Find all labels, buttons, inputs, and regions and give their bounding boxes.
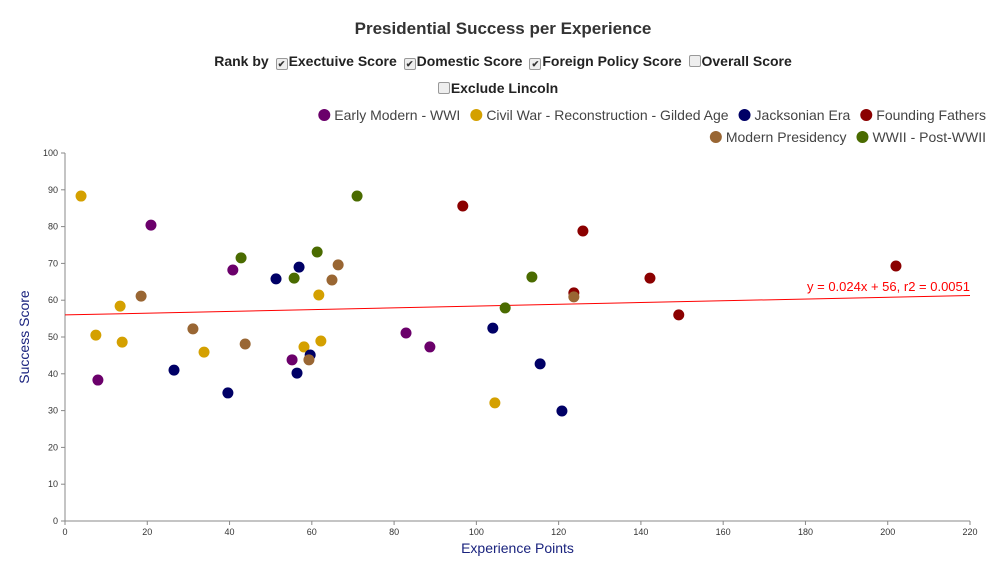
data-point[interactable] bbox=[75, 190, 87, 202]
legend-label: WWII - Post-WWII bbox=[872, 129, 986, 145]
data-point[interactable] bbox=[526, 271, 538, 283]
legend-marker bbox=[856, 131, 869, 143]
data-point[interactable] bbox=[135, 290, 147, 302]
x-tick-label: 60 bbox=[307, 527, 317, 537]
legend-label: Civil War - Reconstruction - Gilded Age bbox=[486, 107, 728, 123]
y-tick-label: 80 bbox=[48, 222, 58, 232]
data-point[interactable] bbox=[298, 341, 310, 353]
checkbox-executive[interactable]: ✔ bbox=[275, 58, 288, 70]
option-domestic[interactable]: ✔ Domestic Score bbox=[401, 53, 522, 70]
data-point[interactable] bbox=[303, 354, 315, 366]
x-tick-label: 200 bbox=[880, 527, 895, 537]
checkbox-exclude-lincoln[interactable] bbox=[437, 82, 450, 94]
trendline-label: y = 0.024x + 56, r2 = 0.0051 bbox=[807, 279, 970, 294]
rank-by-label: Rank by bbox=[214, 53, 269, 69]
data-point[interactable] bbox=[311, 246, 323, 258]
data-point[interactable] bbox=[890, 260, 902, 272]
checkbox-domestic[interactable]: ✔ bbox=[403, 58, 416, 70]
data-point[interactable] bbox=[288, 272, 300, 284]
legend-marker bbox=[470, 109, 483, 121]
data-point[interactable] bbox=[351, 190, 363, 202]
data-point[interactable] bbox=[291, 367, 303, 379]
data-point[interactable] bbox=[457, 200, 469, 212]
data-point[interactable] bbox=[313, 289, 325, 301]
x-tick-label: 140 bbox=[633, 527, 648, 537]
data-point[interactable] bbox=[198, 346, 210, 358]
x-tick-label: 120 bbox=[551, 527, 566, 537]
legend-label: Jacksonian Era bbox=[755, 107, 851, 123]
data-point[interactable] bbox=[534, 358, 546, 370]
data-point[interactable] bbox=[499, 302, 511, 314]
y-tick-label: 20 bbox=[48, 442, 58, 452]
y-tick-label: 40 bbox=[48, 369, 58, 379]
y-tick-label: 70 bbox=[48, 258, 58, 268]
x-tick-label: 160 bbox=[716, 527, 731, 537]
x-axis-label: Experience Points bbox=[461, 540, 574, 556]
data-point[interactable] bbox=[424, 341, 436, 353]
data-point[interactable] bbox=[116, 336, 128, 348]
legend-label: Founding Fathers bbox=[876, 107, 986, 123]
data-point[interactable] bbox=[239, 338, 251, 350]
x-tick-label: 80 bbox=[389, 527, 399, 537]
y-tick-label: 60 bbox=[48, 295, 58, 305]
legend-marker bbox=[709, 131, 722, 143]
checkbox-overall[interactable] bbox=[688, 55, 701, 67]
option-foreign-policy[interactable]: ✔ Foreign Policy Score bbox=[526, 53, 682, 70]
x-tick-label: 0 bbox=[62, 527, 67, 537]
x-tick-label: 40 bbox=[225, 527, 235, 537]
data-point[interactable] bbox=[332, 259, 344, 271]
data-point[interactable] bbox=[577, 225, 589, 237]
data-point[interactable] bbox=[187, 323, 199, 335]
data-point[interactable] bbox=[487, 322, 499, 334]
y-tick-label: 30 bbox=[48, 406, 58, 416]
data-point[interactable] bbox=[90, 329, 102, 341]
checkbox-foreign-policy[interactable]: ✔ bbox=[529, 58, 542, 70]
rank-controls: Rank by ✔ Exectuive Score ✔ Domestic Score… bbox=[0, 53, 993, 70]
data-point[interactable] bbox=[673, 309, 685, 321]
data-point[interactable] bbox=[326, 274, 338, 286]
data-point[interactable] bbox=[235, 252, 247, 264]
trendline bbox=[64, 294, 971, 316]
data-point[interactable] bbox=[556, 405, 568, 417]
y-tick-label: 90 bbox=[48, 185, 58, 195]
data-point[interactable] bbox=[270, 273, 282, 285]
data-point[interactable] bbox=[227, 264, 239, 276]
option-overall[interactable]: Overall Score bbox=[686, 53, 792, 69]
data-point[interactable] bbox=[168, 364, 180, 376]
legend-label: Early Modern - WWI bbox=[334, 107, 460, 123]
x-tick-label: 180 bbox=[798, 527, 813, 537]
legend-marker bbox=[738, 109, 751, 121]
data-point[interactable] bbox=[114, 300, 126, 312]
x-tick-label: 20 bbox=[142, 527, 152, 537]
x-tick-label: 100 bbox=[469, 527, 484, 537]
legend-marker bbox=[860, 109, 873, 121]
data-point[interactable] bbox=[489, 397, 501, 409]
exclude-lincoln-option[interactable]: Exclude Lincoln bbox=[0, 80, 993, 96]
legend-marker bbox=[318, 109, 331, 121]
data-point[interactable] bbox=[145, 219, 157, 231]
x-tick-label: 220 bbox=[962, 527, 977, 537]
data-point[interactable] bbox=[315, 335, 327, 347]
data-point[interactable] bbox=[92, 374, 104, 386]
data-point[interactable] bbox=[568, 291, 580, 303]
data-point[interactable] bbox=[222, 387, 234, 399]
legend-label: Modern Presidency bbox=[726, 129, 847, 145]
option-executive[interactable]: ✔ Exectuive Score bbox=[273, 53, 397, 70]
data-point[interactable] bbox=[286, 354, 298, 366]
chart-title: Presidential Success per Experience bbox=[354, 19, 652, 38]
y-tick-label: 10 bbox=[48, 479, 58, 489]
y-tick-label: 50 bbox=[48, 332, 58, 342]
y-tick-label: 0 bbox=[53, 516, 58, 526]
data-point[interactable] bbox=[644, 272, 656, 284]
y-axis-label: Success Score bbox=[16, 290, 32, 384]
data-point[interactable] bbox=[293, 261, 305, 273]
data-point[interactable] bbox=[400, 327, 412, 339]
y-tick-label: 100 bbox=[43, 148, 58, 158]
